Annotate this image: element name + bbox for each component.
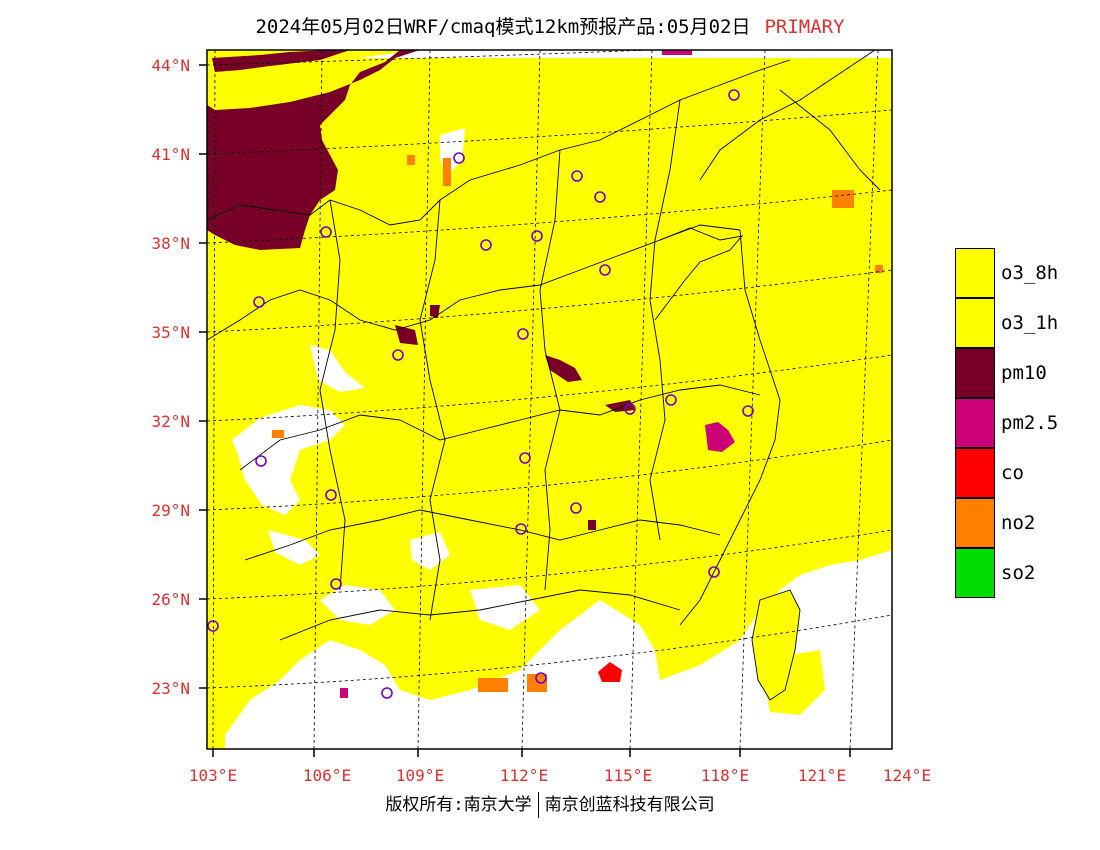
station-markers [207,89,754,699]
legend-item: pm10 [955,348,1075,398]
co-area [598,662,622,682]
legend-swatch [955,448,995,498]
no-data-areas [207,50,892,749]
copyright-footer: 版权所有:南京大学 南京创蓝科技有限公司 [0,790,1100,818]
lon-label: 112°E [499,766,549,785]
legend-swatch [955,548,995,598]
lat-label: 26°N [151,590,190,609]
pm10-areas [207,50,635,530]
legend-swatch [955,398,995,448]
graticule [207,50,892,749]
lat-label: 35°N [151,323,190,342]
lon-label: 118°E [700,766,750,785]
legend-item: o3_1h [955,298,1075,348]
copyright-left: 版权所有:南京大学 [385,795,532,815]
legend-item: o3_8h [955,248,1075,298]
lat-label: 32°N [151,412,190,431]
lon-label: 124°E [882,766,932,785]
legend-label: pm2.5 [1001,412,1059,434]
map-title: 2024年05月02日WRF/cmaq模式12km预报产品:05月02日 PRIM… [0,12,1100,39]
pm25-areas [340,50,735,698]
legend-item: co [955,448,1075,498]
legend-item: no2 [955,498,1075,548]
legend-swatch [955,498,995,548]
lon-label: 121°E [797,766,847,785]
lat-label: 41°N [151,145,190,164]
copyright-right: 南京创蓝科技有限公司 [544,795,715,815]
legend-label: o3_8h [1001,262,1059,284]
legend-swatch [955,348,995,398]
lat-label: 29°N [151,501,190,520]
axis-ticks [199,64,851,757]
no2-areas [272,155,883,692]
lon-label: 115°E [603,766,653,785]
lon-label: 106°E [302,766,352,785]
legend-label: co [1001,462,1024,484]
lon-label: 103°E [188,766,238,785]
legend-swatch [955,248,995,298]
lat-label: 23°N [151,679,190,698]
legend-label: o3_1h [1001,312,1059,334]
lat-label: 38°N [151,234,190,253]
lat-label: 44°N [151,56,190,75]
legend-label: pm10 [1001,362,1047,384]
legend-swatch [955,298,995,348]
legend: o3_8h o3_1h pm10 pm2.5 co no2 so2 [955,248,1075,598]
legend-item: so2 [955,548,1075,598]
title-tag: PRIMARY [764,16,845,38]
province-boundaries [207,50,881,701]
map-frame [206,49,893,750]
title-text: 2024年05月02日WRF/cmaq模式12km预报产品:05月02日 [255,16,751,38]
legend-label: so2 [1001,562,1036,584]
legend-label: no2 [1001,512,1036,534]
lon-label: 109°E [395,766,445,785]
footer-divider [537,792,539,818]
legend-item: pm2.5 [955,398,1075,448]
